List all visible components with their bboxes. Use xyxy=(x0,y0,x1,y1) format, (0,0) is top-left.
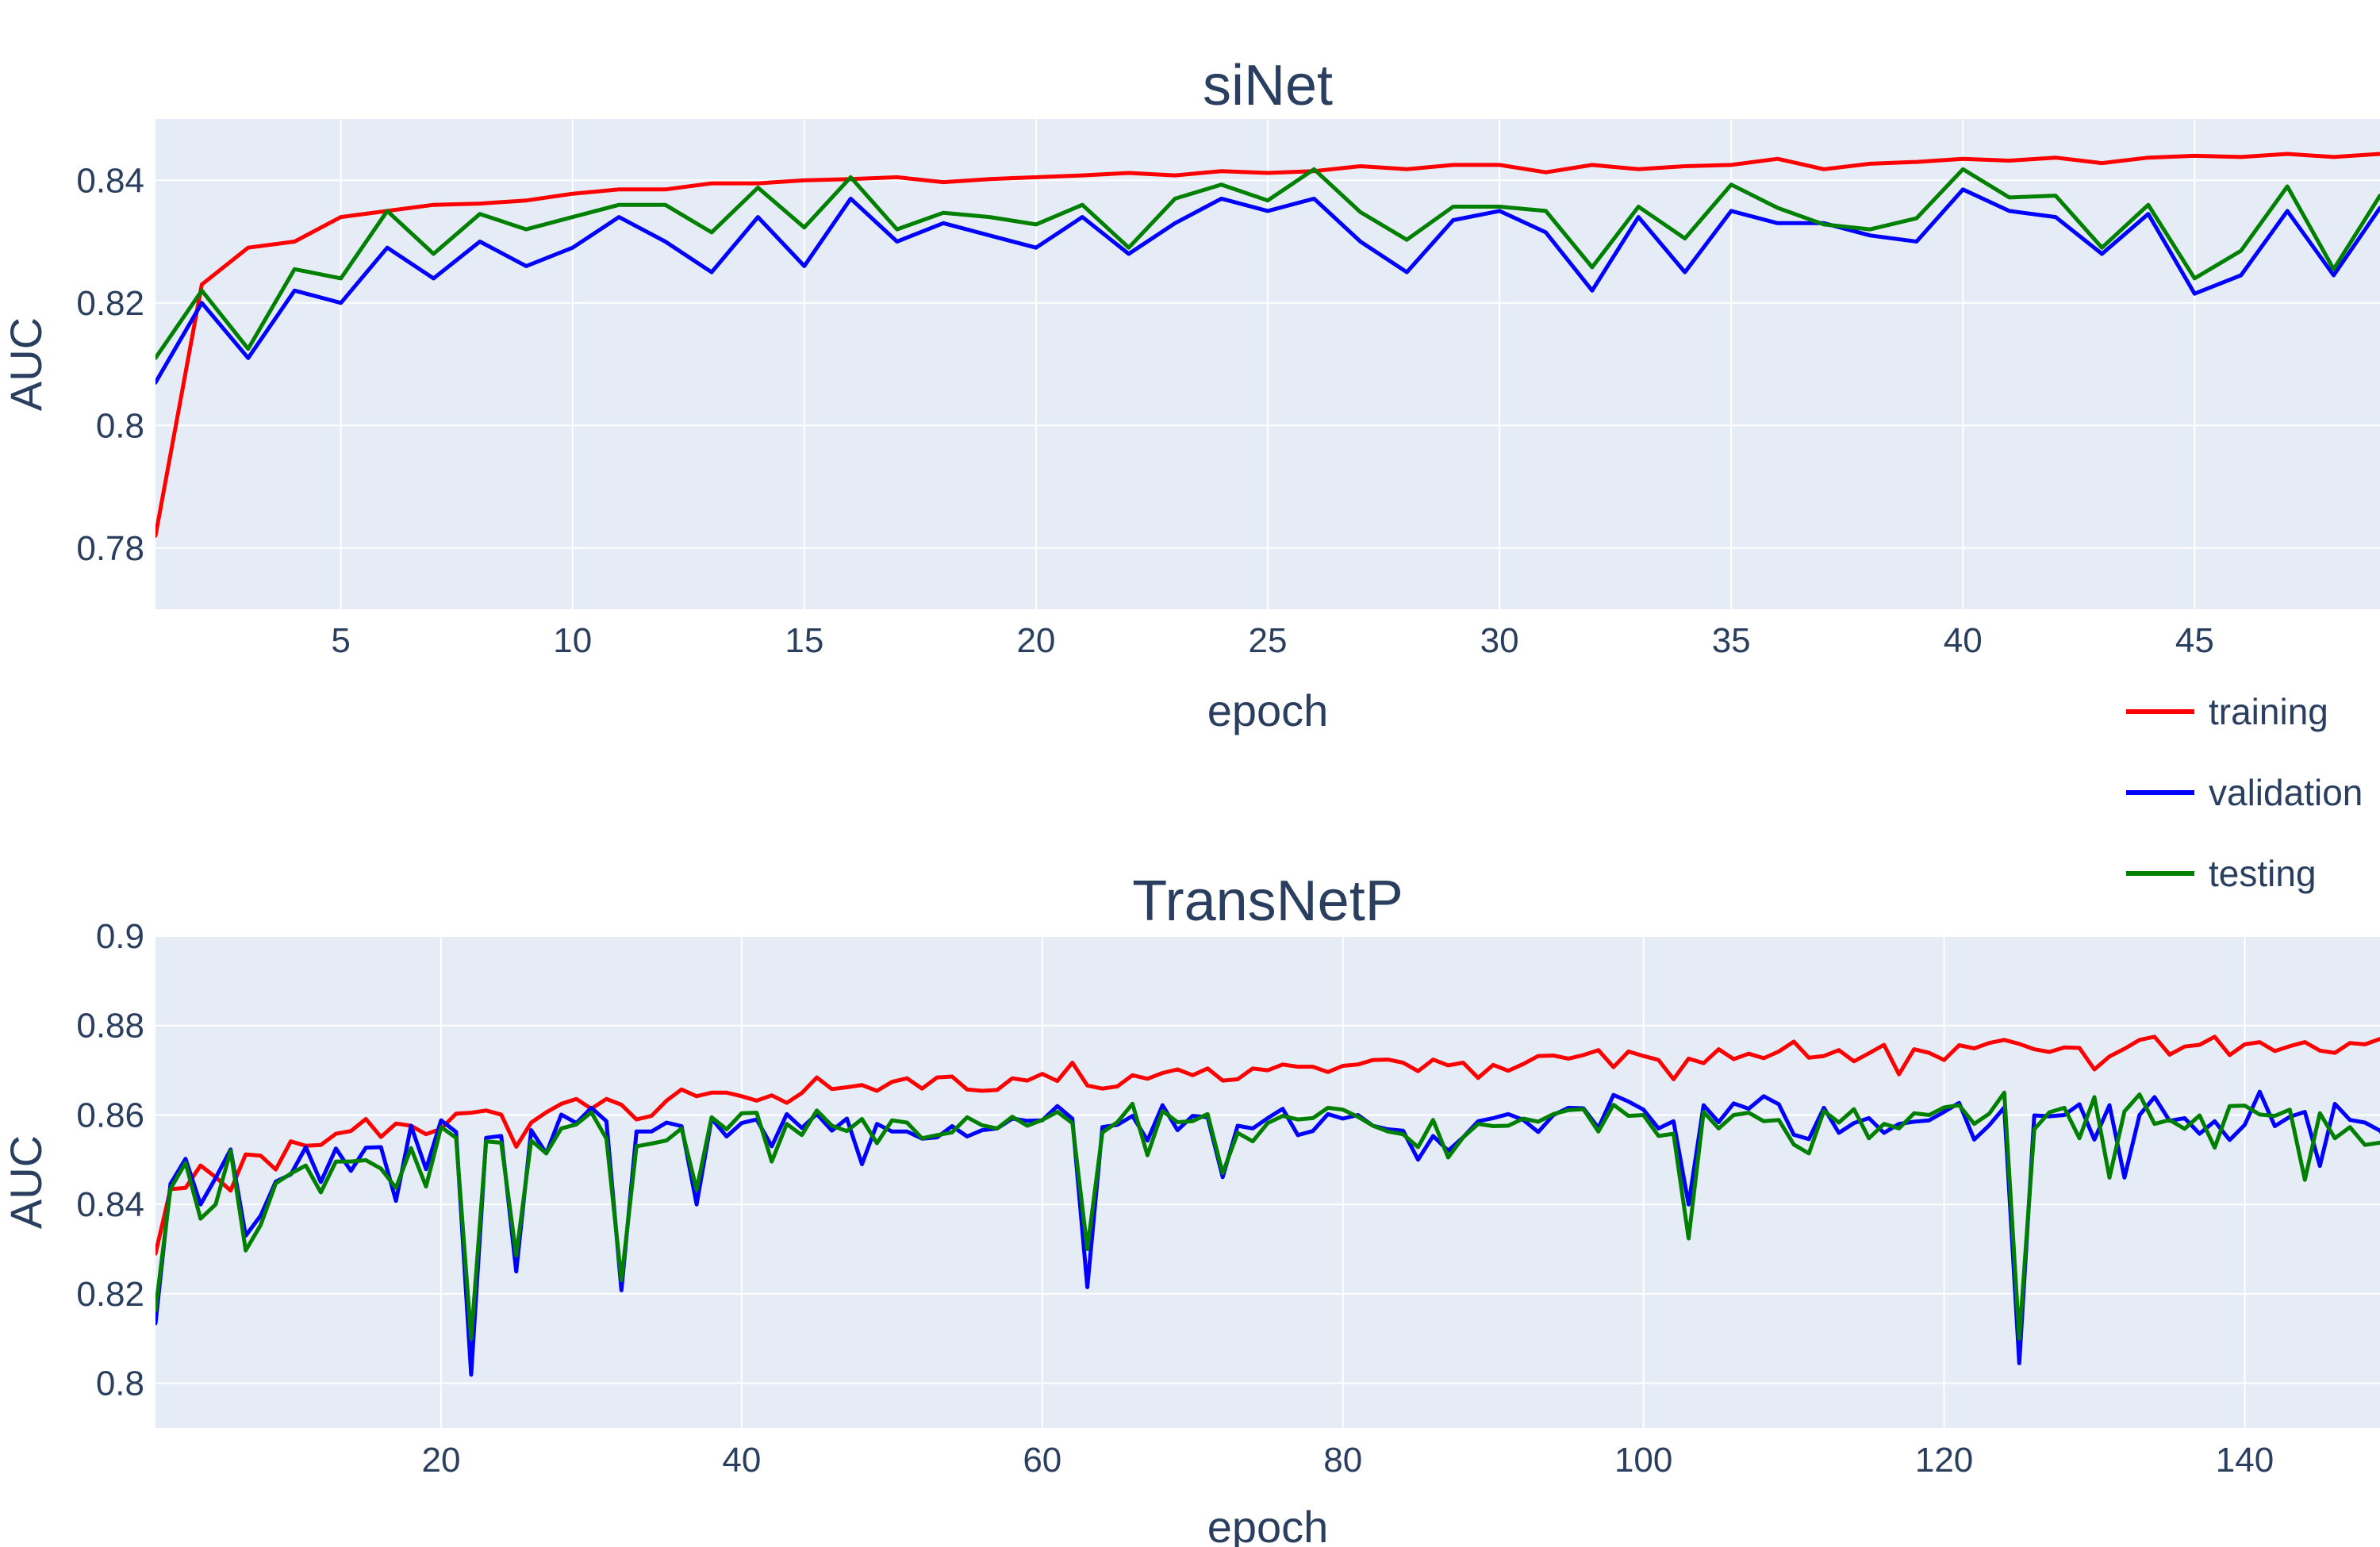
legend: training validation testing xyxy=(2126,691,2363,894)
legend-label-testing: testing xyxy=(2209,853,2317,894)
y-tick-label: 0.84 xyxy=(76,1185,144,1224)
x-tick-label: 45 xyxy=(2175,621,2214,660)
legend-label-validation: validation xyxy=(2209,772,2363,813)
chart-sinet: 5 10 15 20 25 30 35 40 45 0.78 0.8 0.82 0.84 siNet epo… xyxy=(1,54,2380,735)
y-tick-label: 0.8 xyxy=(96,1365,144,1403)
y-tick-label: 0.9 xyxy=(96,917,144,956)
x-tick-label: 35 xyxy=(1712,621,1751,660)
y-axis-title: AUC xyxy=(1,317,51,411)
series-line-validation xyxy=(155,187,2380,385)
x-tick-label: 120 xyxy=(1915,1441,1973,1480)
x-tick-label: 60 xyxy=(1023,1441,1061,1480)
x-tick-label: 100 xyxy=(1614,1441,1672,1480)
y-tick-label: 0.82 xyxy=(76,1275,144,1314)
x-tick-label: 5 xyxy=(331,621,350,660)
y-tick-label: 0.88 xyxy=(76,1007,144,1046)
x-axis-title: epoch xyxy=(1207,685,1329,735)
x-tick-label: 30 xyxy=(1480,621,1519,660)
series-line-training xyxy=(155,152,2380,538)
x-tick-label: 20 xyxy=(421,1441,460,1480)
legend-label-training: training xyxy=(2209,691,2328,732)
x-tick-label: 20 xyxy=(1016,621,1055,660)
y-axis-title: AUC xyxy=(1,1135,51,1229)
y-tick-label: 0.8 xyxy=(96,406,144,445)
chart-title: siNet xyxy=(1203,54,1333,117)
y-tick-label: 0.86 xyxy=(76,1096,144,1134)
plot-area xyxy=(155,936,2380,1428)
x-tick-label: 25 xyxy=(1249,621,1288,660)
x-tick-label: 40 xyxy=(722,1441,761,1480)
chart-title: TransNetP xyxy=(1132,869,1403,933)
x-tick-label: 15 xyxy=(785,621,823,660)
series-line-training xyxy=(155,1035,2380,1256)
series-line-testing xyxy=(155,1090,2380,1341)
x-tick-label: 40 xyxy=(1944,621,1983,660)
x-tick-label: 80 xyxy=(1323,1441,1362,1480)
y-tick-label: 0.78 xyxy=(76,529,144,568)
chart-transnetp: 20 40 60 80 100 120 140 0.8 0.82 0.84 0.86 0.88 0.9 T… xyxy=(1,869,2380,1547)
x-axis-title: epoch xyxy=(1207,1502,1329,1547)
x-tick-label: 140 xyxy=(2216,1441,2274,1480)
series-line-testing xyxy=(155,167,2380,360)
y-tick-label: 0.84 xyxy=(76,161,144,200)
y-tick-label: 0.82 xyxy=(76,284,144,323)
x-tick-label: 10 xyxy=(553,621,592,660)
